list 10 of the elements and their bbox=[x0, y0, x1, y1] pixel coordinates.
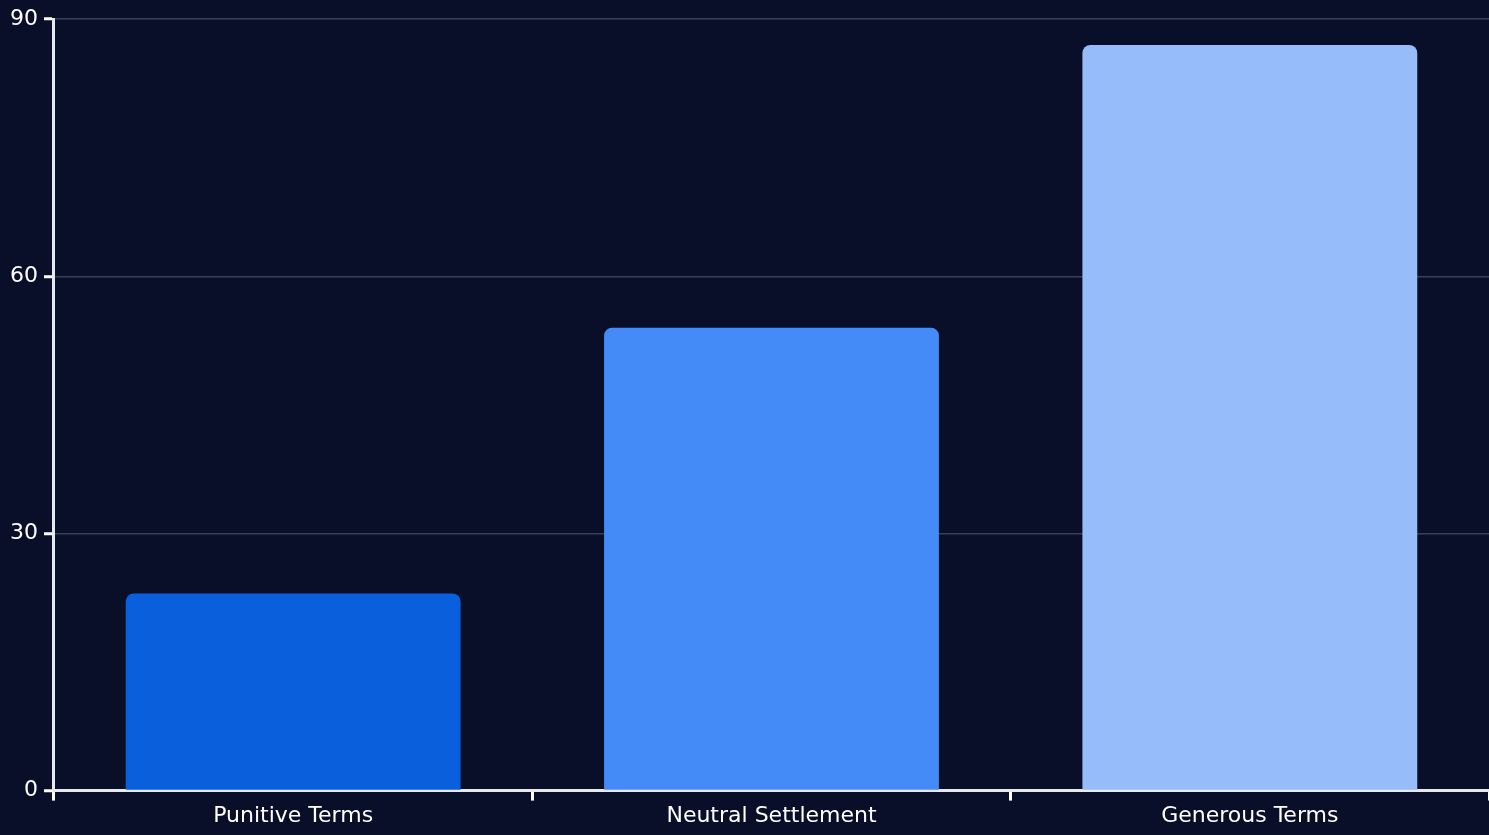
x-tick-label: Neutral Settlement bbox=[666, 801, 877, 827]
y-tick-label: 30 bbox=[9, 519, 38, 545]
bar bbox=[604, 327, 939, 790]
bar bbox=[125, 593, 461, 790]
x-tick-label: Generous Terms bbox=[1161, 801, 1339, 827]
x-tick-label: Punitive Terms bbox=[213, 801, 374, 827]
y-tick-label: 60 bbox=[9, 262, 38, 288]
y-tick-label: 0 bbox=[23, 776, 38, 802]
y-tick-label: 90 bbox=[9, 4, 38, 30]
bar bbox=[1082, 44, 1418, 790]
